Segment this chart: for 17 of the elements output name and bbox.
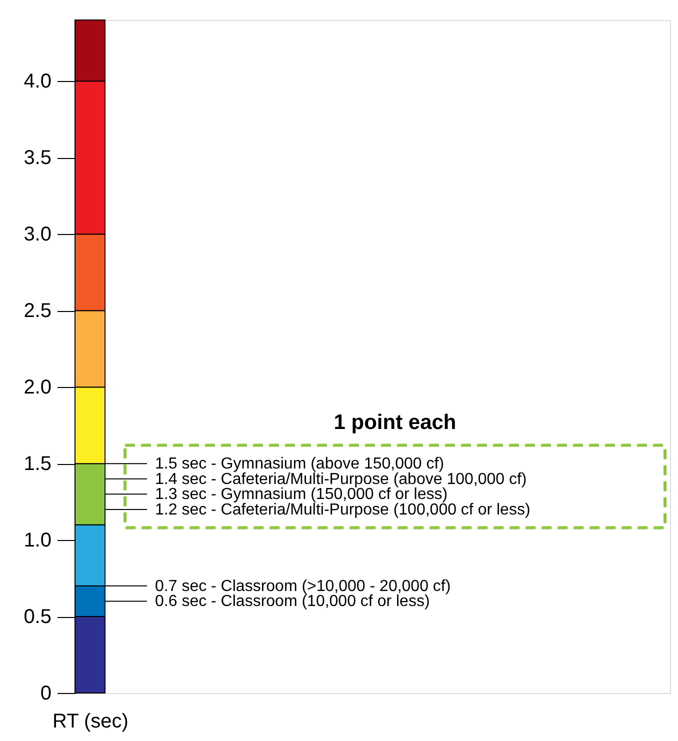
y-tick-label: 1.0 [24, 530, 52, 552]
y-tick-label: 1.5 [24, 453, 52, 476]
ref-line-label: 0.7 sec - Classroom (>10,000 - 20,000 cf) [155, 578, 451, 595]
text: 1 point each [334, 410, 456, 434]
y-axis-title: RT (sec) [52, 710, 128, 732]
y-tick-label: 0 [40, 682, 52, 704]
ref-line-label: 1.2 sec - Cafeteria/Multi-Purpose (100,000 cf or less) [155, 501, 530, 518]
ref-line-label: 1.5 sec - Gymnasium (above 150,000 cf) [155, 456, 444, 473]
y-tick-label: 3.0 [24, 224, 52, 246]
y-tick-label: 2.0 [24, 376, 52, 399]
y-tick-label: 4.0 [24, 70, 52, 93]
ref-line-label: 1.4 sec - Cafeteria/Multi-Purpose (above 100,000 cf) [155, 470, 527, 488]
ref-line-label: 0.6 sec - Classroom (10,000 cf or less) [155, 593, 430, 610]
y-tick-label: 3.5 [24, 147, 52, 170]
y-tick-label: 0.5 [24, 606, 52, 628]
y-tick-label: 2.5 [24, 300, 52, 322]
ref-line-label: 1.3 sec - Gymnasium (150,000 cf or less) [155, 486, 448, 504]
